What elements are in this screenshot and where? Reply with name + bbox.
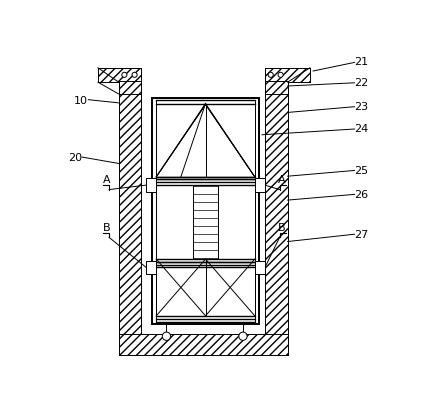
Text: 20: 20 (68, 153, 82, 163)
Bar (265, 82, 288, 95)
Text: 27: 27 (354, 229, 369, 239)
Bar (152, 99, 259, 325)
Bar (119, 82, 141, 95)
Circle shape (278, 73, 283, 78)
Bar (156, 101, 255, 323)
Text: 24: 24 (354, 124, 369, 134)
Bar (98, 69, 141, 83)
Circle shape (162, 332, 171, 341)
Circle shape (268, 73, 273, 78)
Text: A: A (103, 175, 110, 185)
Circle shape (122, 73, 127, 78)
Bar (255, 261, 265, 274)
Text: B: B (278, 223, 286, 233)
Bar (265, 69, 310, 83)
Bar (146, 179, 156, 192)
Text: 10: 10 (74, 95, 88, 105)
Bar (265, 69, 288, 355)
Bar (255, 179, 265, 192)
Bar (119, 334, 288, 355)
Text: A: A (278, 175, 286, 185)
Bar (119, 69, 141, 355)
Circle shape (132, 73, 137, 78)
Text: 22: 22 (354, 78, 369, 88)
Circle shape (239, 332, 247, 341)
Text: 21: 21 (354, 57, 369, 67)
Text: 23: 23 (354, 102, 369, 112)
Text: 26: 26 (354, 189, 369, 199)
Text: 25: 25 (354, 166, 369, 176)
Text: B: B (103, 223, 110, 233)
Bar (146, 261, 156, 274)
